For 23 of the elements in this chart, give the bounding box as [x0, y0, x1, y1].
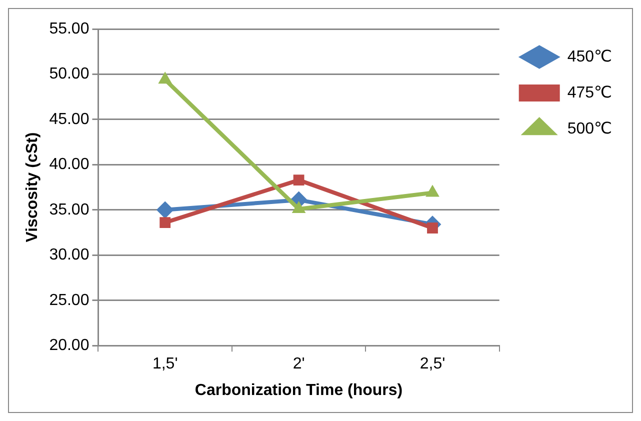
point [160, 217, 171, 228]
y-tick-label: 20.00 [49, 337, 90, 354]
legend-label: 450℃ [567, 48, 612, 66]
x-tick-label: 2' [292, 356, 305, 373]
y-tick-label: 45.00 [49, 110, 90, 128]
x-axis-title: Carbonization Time (hours) [194, 382, 403, 399]
y-axis-title: Viscosity (cSt) [24, 132, 42, 242]
point [426, 185, 440, 197]
y-tick-label: 50.00 [49, 66, 90, 83]
point [427, 222, 438, 234]
legend-label: 475℃ [567, 84, 612, 102]
x-tick-label: 2,5' [420, 356, 446, 373]
point [158, 72, 172, 84]
point [293, 174, 304, 186]
x-tick-label: 1,5' [152, 356, 178, 373]
y-tick-label: 25.00 [49, 292, 90, 309]
y-tick-label: 55.00 [49, 20, 90, 38]
point [292, 202, 306, 214]
y-tick-label: 35.00 [49, 201, 90, 218]
y-tick-label: 40.00 [49, 156, 90, 174]
legend-label: 500℃ [567, 120, 612, 138]
y-tick-label: 30.00 [49, 246, 90, 264]
point [156, 201, 174, 218]
